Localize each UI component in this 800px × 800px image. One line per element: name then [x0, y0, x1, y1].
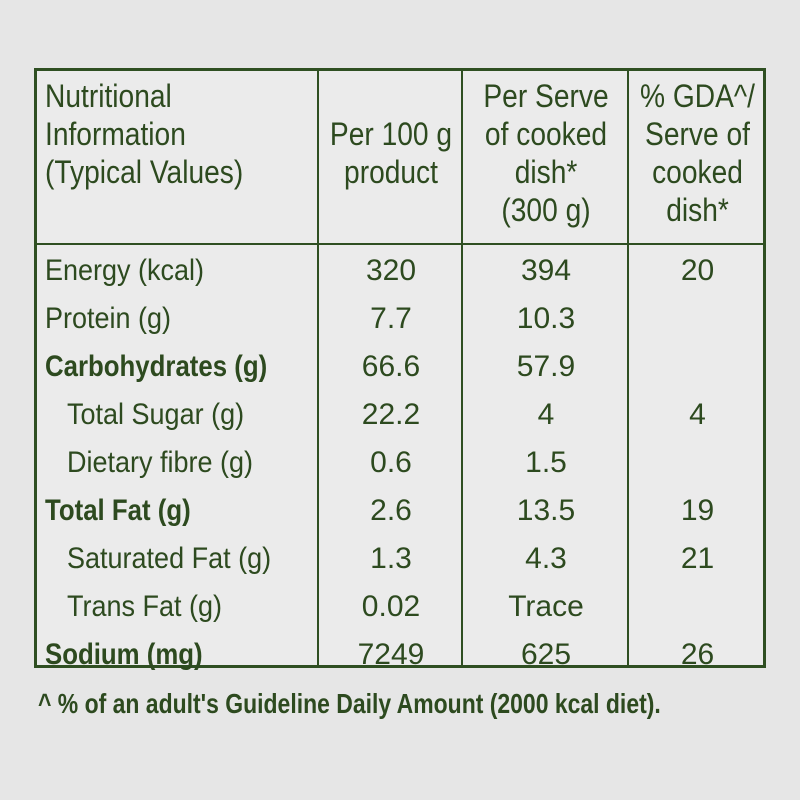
column-divider	[461, 71, 463, 665]
gda-value	[629, 343, 766, 391]
column-divider	[317, 71, 319, 665]
nutrient-label: Protein (g)	[45, 302, 172, 335]
footnote: ^ % of an adult's Guideline Daily Amount…	[38, 688, 661, 719]
per-serve-value: 625	[520, 638, 572, 671]
table-row: Energy (kcal) 320 394 20	[37, 247, 763, 295]
per-100g-value: 0.6	[370, 446, 412, 479]
per-serve-value: 1.5	[525, 446, 567, 479]
per-serve-value: 10.3	[516, 302, 576, 335]
per-serve-value: 57.9	[516, 350, 576, 383]
table-row: Sodium (mg) 7249 625 26	[37, 631, 763, 679]
header-gda: % GDA^/ Serve of cooked dish*	[640, 78, 755, 228]
gda-value	[629, 295, 766, 343]
nutrient-label: Energy (kcal)	[45, 254, 205, 287]
header-divider	[37, 243, 763, 245]
nutrition-table: Nutritional Information (Typical Values)…	[34, 68, 766, 671]
gda-value	[629, 583, 766, 631]
header-per-100g: Per 100 g product	[329, 116, 453, 190]
nutrient-label: Dietary fibre (g)	[67, 446, 254, 479]
per-100g-value: 320	[365, 254, 417, 287]
per-100g-value: 7.7	[370, 302, 412, 335]
table-row: Carbohydrates (g) 66.6 57.9	[37, 343, 763, 391]
per-100g-value: 1.3	[370, 542, 412, 575]
table-row: Total Sugar (g) 22.2 4 4	[37, 391, 763, 439]
nutrient-label: Trans Fat (g)	[67, 590, 223, 623]
per-100g-value: 22.2	[361, 398, 421, 431]
nutrient-label: Carbohydrates (g)	[45, 350, 268, 383]
gda-value: 4	[689, 398, 706, 431]
nutrient-label: Sodium (mg)	[45, 638, 203, 671]
table-row: Trans Fat (g) 0.02 Trace	[37, 583, 763, 631]
per-serve-value: 4.3	[525, 542, 567, 575]
gda-value: 21	[680, 542, 715, 575]
per-serve-value: 394	[520, 254, 572, 287]
per-100g-value: 2.6	[370, 494, 412, 527]
table-row: Total Fat (g) 2.6 13.5 19	[37, 487, 763, 535]
per-100g-value: 0.02	[361, 590, 421, 623]
per-serve-value: 13.5	[516, 494, 576, 527]
gda-value: 20	[680, 254, 715, 287]
table-row: Saturated Fat (g) 1.3 4.3 21	[37, 535, 763, 583]
gda-value	[629, 439, 766, 487]
per-100g-value: 7249	[357, 638, 425, 671]
gda-value: 19	[680, 494, 715, 527]
per-serve-value: Trace	[508, 590, 584, 623]
nutrient-label: Total Sugar (g)	[67, 398, 245, 431]
per-serve-value: 4	[537, 398, 555, 431]
column-divider	[627, 71, 629, 665]
nutrient-label: Total Fat (g)	[45, 494, 191, 527]
table-row: Dietary fibre (g) 0.6 1.5	[37, 439, 763, 487]
table-row: Protein (g) 7.7 10.3	[37, 295, 763, 343]
gda-value: 26	[680, 638, 715, 671]
nutrient-label: Saturated Fat (g)	[67, 542, 272, 575]
header-per-serve: Per Serve of cooked dish* (300 g)	[483, 78, 609, 228]
header-nutrition-info: Nutritional Information (Typical Values)	[45, 78, 244, 190]
per-100g-value: 66.6	[361, 350, 421, 383]
